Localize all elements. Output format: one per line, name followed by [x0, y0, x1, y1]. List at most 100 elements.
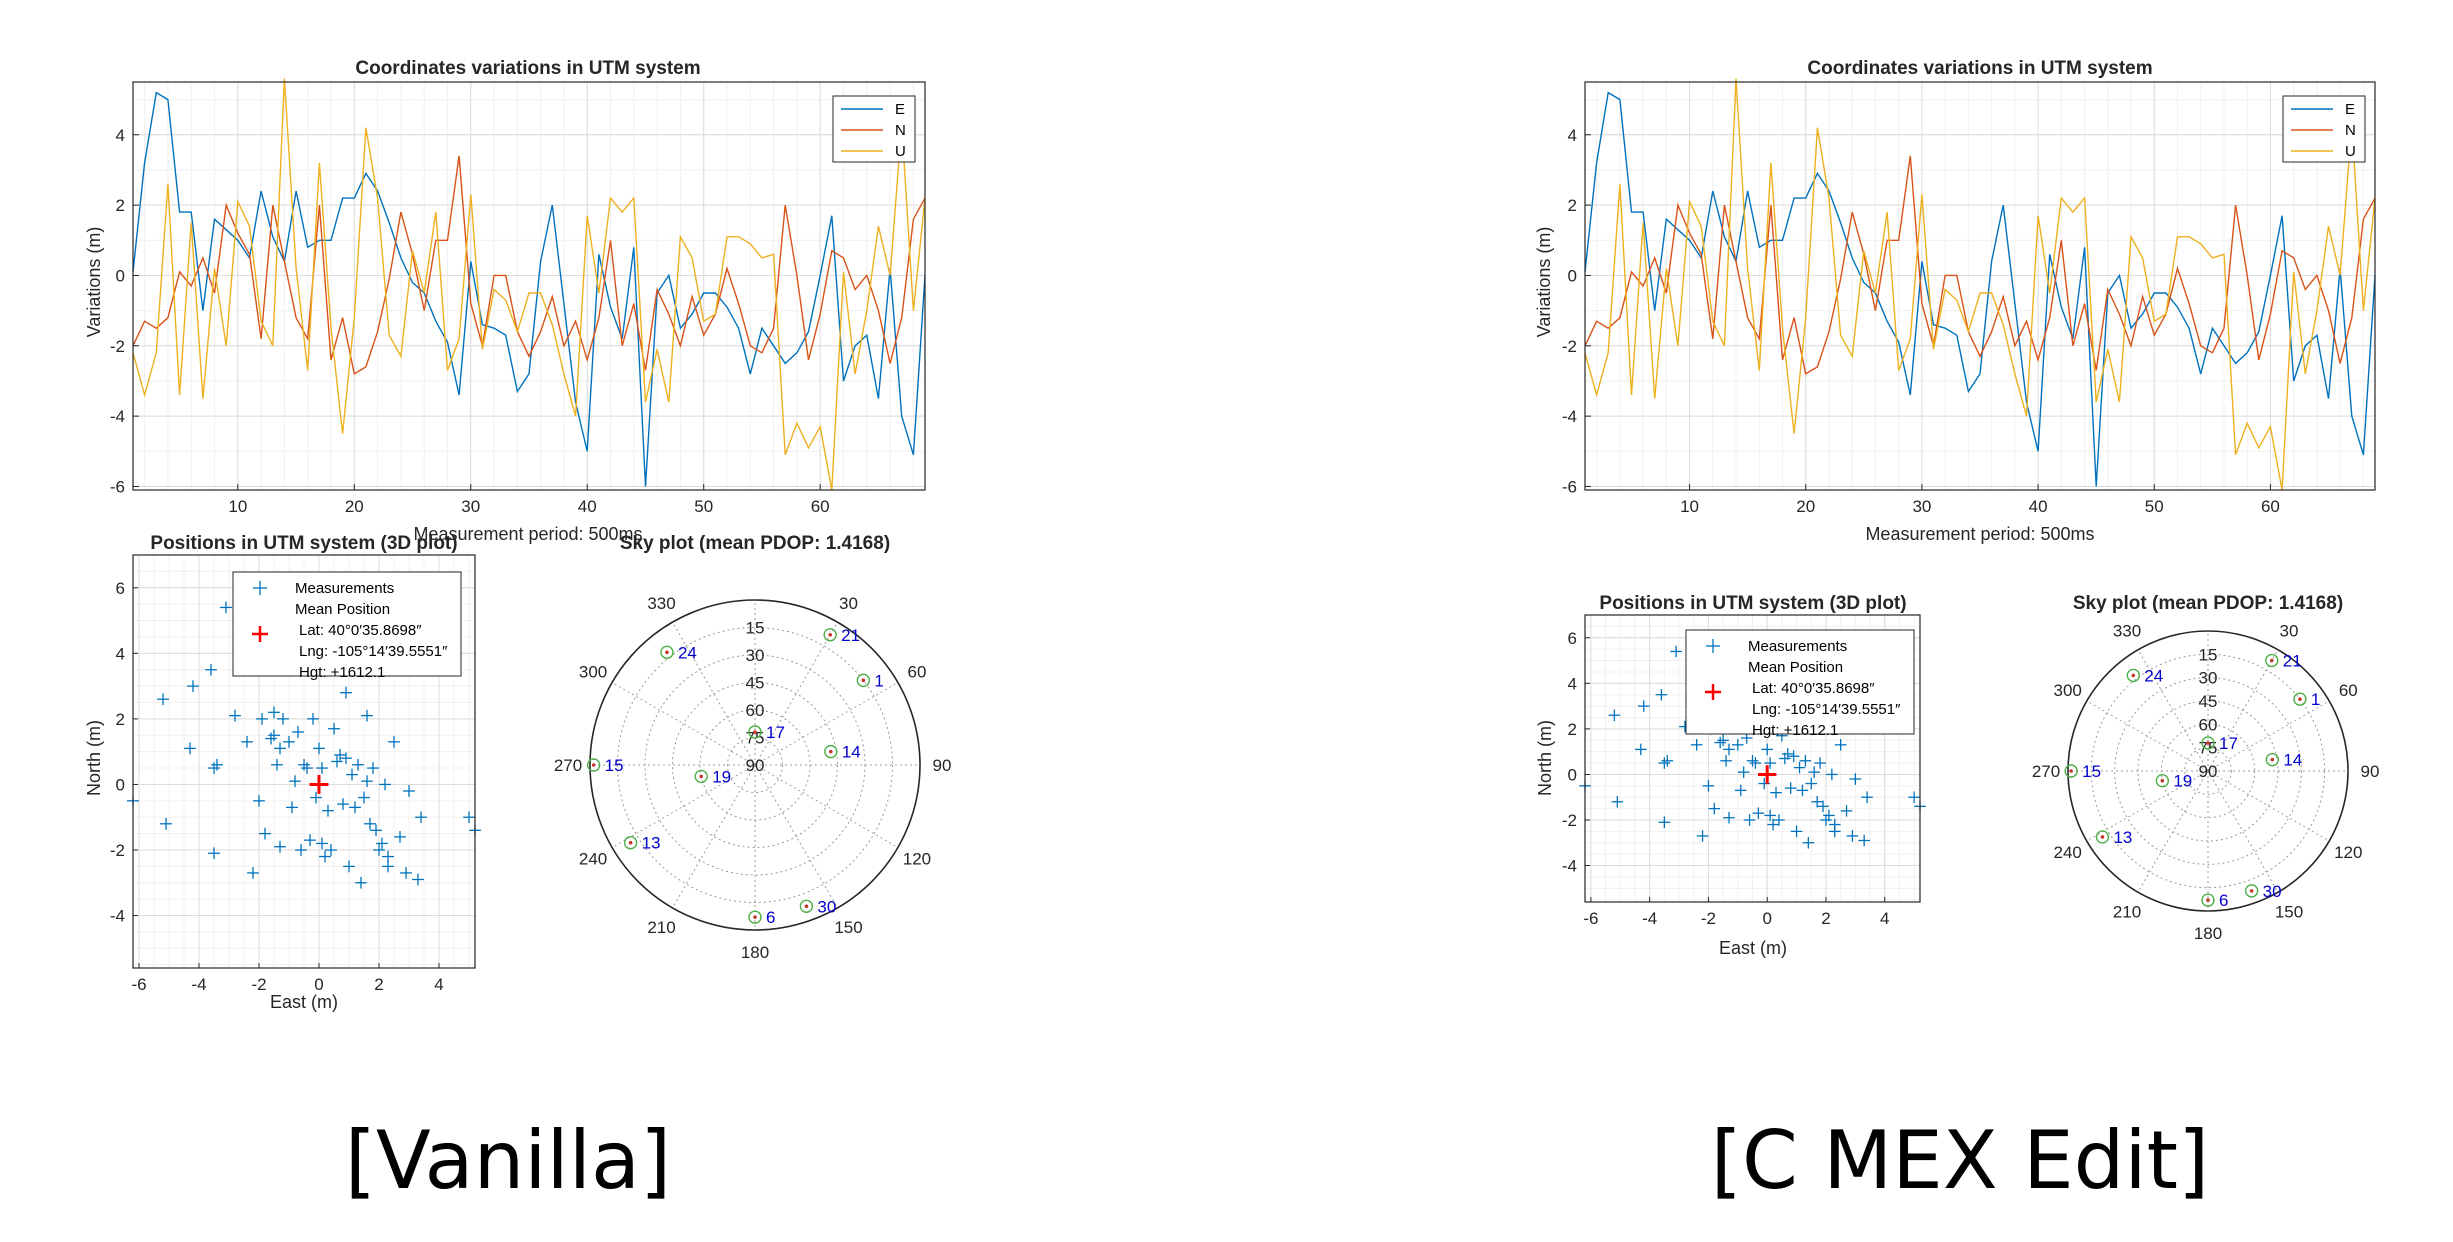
figure-cmex-edit: Coordinates variations in UTM system Mea… — [1534, 58, 2379, 1207]
measurement-point — [220, 601, 232, 614]
sky-plot-vanilla: Sky plot (mean PDOP: 1.4168) 30 60 90 120 15… — [554, 533, 952, 962]
satellite-ring — [2201, 736, 2215, 750]
satellite-marker: 24 — [660, 643, 697, 662]
x-tick-label: -2 — [1701, 909, 1716, 928]
measurement-point — [1829, 825, 1841, 838]
elevation-tick-label: 90 — [746, 756, 765, 775]
satellite-marker: 15 — [2064, 762, 2101, 781]
line-chart-vanilla: Coordinates variations in UTM system Mea… — [84, 58, 926, 544]
measurement-point — [307, 712, 319, 725]
y-tick-label: -2 — [110, 337, 125, 356]
x-tick-label: 4 — [1880, 909, 1889, 928]
satellite-label-13: 13 — [642, 834, 661, 853]
azimuth-tick-label: 60 — [2339, 681, 2358, 700]
measurement-point — [289, 775, 301, 788]
measurement-point — [340, 686, 352, 699]
measurement-point — [403, 785, 415, 797]
azimuth-tick-label: 300 — [2054, 681, 2082, 700]
measurement-point — [1764, 809, 1776, 822]
measurement-point — [1714, 736, 1726, 749]
sky-plot-cmex: Sky plot (mean PDOP: 1.4168) 30 60 90 120 15… — [2032, 593, 2380, 943]
azimuth-spoke — [2207, 770, 2330, 842]
azimuth-tick-label: 90 — [933, 756, 952, 775]
line-chart-xlabel: Measurement period: 500ms — [1865, 524, 2094, 544]
measurement-point — [1737, 766, 1750, 778]
x-tick-label: 20 — [345, 497, 364, 516]
satellite-label-21: 21 — [2283, 652, 2302, 671]
satellite-dot — [2206, 741, 2210, 745]
azimuth-tick-label: 210 — [2113, 902, 2141, 921]
elevation-tick-label: 45 — [746, 674, 765, 693]
satellite-marker: 13 — [2095, 828, 2132, 847]
measurement-point — [1793, 761, 1806, 774]
legend-label-mean-position: Mean Position — [1748, 659, 1843, 676]
elevation-tick-label: 75 — [2199, 739, 2218, 758]
measurement-point — [361, 709, 373, 722]
measurement-point — [1805, 777, 1818, 790]
measurement-point — [283, 735, 295, 748]
azimuth-spoke — [2207, 770, 2279, 893]
y-tick-label: -6 — [1562, 477, 1577, 496]
line-chart-ylabel: Variations (m) — [84, 227, 104, 338]
y-tick-label: 0 — [1568, 765, 1577, 784]
satellite-ring — [799, 899, 814, 913]
measurement-point — [343, 860, 355, 873]
measurement-point — [1823, 809, 1835, 822]
measurement-point — [325, 844, 337, 856]
y-tick-label: -4 — [110, 407, 125, 426]
satellite-dot — [828, 633, 832, 637]
legend-label-U: U — [895, 143, 906, 160]
measurement-point — [313, 742, 325, 755]
satellite-ring — [586, 758, 601, 772]
satellite-marker: 30 — [2244, 882, 2282, 901]
elevation-ring — [617, 627, 893, 903]
measurement-point — [241, 735, 253, 748]
series-line-E — [132, 91, 926, 487]
measurement-point — [1784, 782, 1797, 794]
measurement-point — [268, 706, 280, 719]
azimuth-tick-label: 150 — [2275, 902, 2303, 921]
satellite-marker: 13 — [623, 834, 661, 853]
elevation-tick-label: 30 — [2199, 669, 2218, 688]
position-chart-title: Positions in UTM system (3D plot) — [150, 533, 457, 554]
satellite-label-17: 17 — [766, 723, 785, 742]
axes-box — [132, 554, 476, 969]
satellite-marker: 14 — [824, 743, 861, 762]
measurement-point — [1749, 757, 1762, 769]
x-tick-label: 2 — [1821, 909, 1830, 928]
axes-box — [1584, 81, 2376, 491]
satellite-label-17: 17 — [2219, 734, 2238, 753]
measurement-point — [1840, 805, 1853, 817]
legend-label-mean-position: Mean Position — [295, 601, 390, 618]
measurement-point — [1817, 800, 1829, 813]
satellite-dot — [829, 749, 833, 754]
satellite-dot — [699, 774, 704, 779]
measurement-point — [247, 867, 259, 879]
satellite-label-19: 19 — [712, 767, 731, 786]
x-tick-label: -2 — [251, 975, 266, 994]
measurement-point — [337, 798, 349, 811]
position-chart-title: Positions in UTM system (3D plot) — [1599, 593, 1906, 614]
azimuth-tick-label: 30 — [839, 594, 858, 613]
measurement-point — [376, 837, 388, 850]
line-chart-ylabel: Variations (m) — [1534, 227, 1554, 338]
series-line-N — [1584, 155, 2376, 376]
series-line-U — [1584, 78, 2376, 491]
measurement-point — [463, 811, 475, 824]
x-tick-label: 4 — [434, 975, 443, 994]
axes-box — [1584, 614, 1921, 903]
legend-longitude: Lng: -105°14′39.5551″ — [1752, 701, 1901, 718]
measurement-point — [1608, 709, 1621, 721]
caption-cmex-edit: [C MEX Edit] — [1711, 1114, 2209, 1207]
measurement-point — [208, 762, 220, 774]
sky-plot-title: Sky plot (mean PDOP: 1.4168) — [2073, 593, 2343, 614]
measurement-point — [1752, 807, 1765, 819]
measurement-point — [211, 758, 223, 771]
satellite-ring — [2155, 774, 2170, 788]
measurement-point — [319, 850, 331, 863]
satellite-dot — [804, 904, 809, 909]
satellite-label-14: 14 — [2283, 751, 2302, 770]
measurement-point — [1717, 734, 1729, 747]
position-chart-xlabel: East (m) — [270, 992, 338, 1012]
satellite-ring — [2265, 653, 2279, 668]
